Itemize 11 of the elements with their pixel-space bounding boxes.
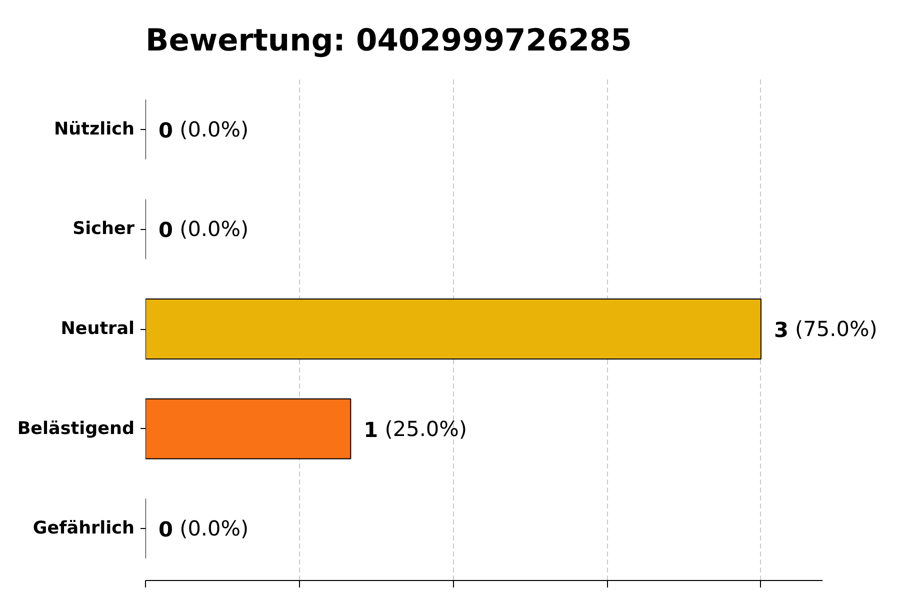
y-tick-label: Sicher (72, 219, 135, 240)
data-label: 1 (25.0%) (364, 416, 468, 442)
data-label: 0 (0.0%) (158, 516, 249, 542)
y-tick-label: Belästigend (17, 418, 135, 439)
y-tick-label: Gefährlich (32, 518, 135, 539)
y-tick-label: Neutral (60, 319, 135, 339)
chart-title: Bewertung: 0402999726285 (146, 24, 632, 58)
data-label: 0 (0.0%) (158, 217, 249, 242)
data-label: 3 (75.0%) (774, 317, 878, 342)
data-label: 0 (0.0%) (158, 117, 249, 142)
y-tick-label: Nützlich (54, 119, 135, 140)
